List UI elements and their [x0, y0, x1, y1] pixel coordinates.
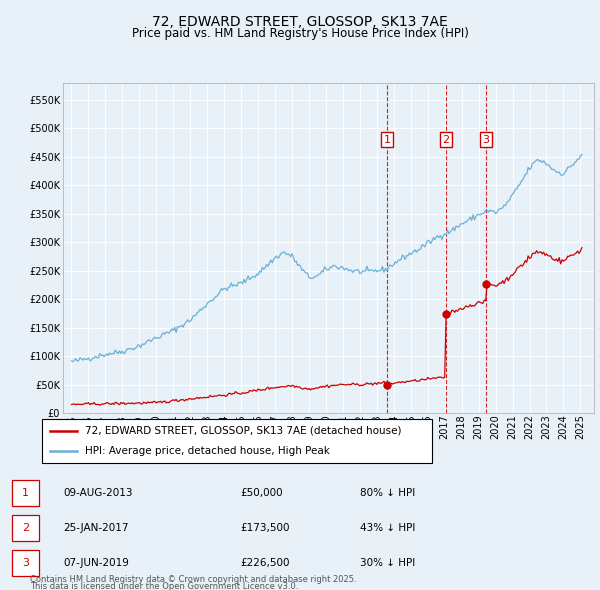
Text: 2: 2 [22, 523, 29, 533]
Text: Price paid vs. HM Land Registry's House Price Index (HPI): Price paid vs. HM Land Registry's House … [131, 27, 469, 40]
Text: 80% ↓ HPI: 80% ↓ HPI [360, 488, 415, 497]
FancyBboxPatch shape [42, 419, 432, 463]
Text: Contains HM Land Registry data © Crown copyright and database right 2025.: Contains HM Land Registry data © Crown c… [30, 575, 356, 584]
Text: 3: 3 [22, 559, 29, 568]
Text: 1: 1 [383, 135, 391, 145]
Text: 72, EDWARD STREET, GLOSSOP, SK13 7AE: 72, EDWARD STREET, GLOSSOP, SK13 7AE [152, 15, 448, 29]
Text: 43% ↓ HPI: 43% ↓ HPI [360, 523, 415, 533]
Text: £226,500: £226,500 [240, 559, 290, 568]
Text: 72, EDWARD STREET, GLOSSOP, SK13 7AE (detached house): 72, EDWARD STREET, GLOSSOP, SK13 7AE (de… [85, 426, 401, 436]
Text: 3: 3 [482, 135, 490, 145]
Text: £50,000: £50,000 [240, 488, 283, 497]
Text: 2: 2 [442, 135, 449, 145]
Text: 07-JUN-2019: 07-JUN-2019 [63, 559, 129, 568]
Text: 30% ↓ HPI: 30% ↓ HPI [360, 559, 415, 568]
Text: 25-JAN-2017: 25-JAN-2017 [63, 523, 128, 533]
Text: 1: 1 [22, 488, 29, 497]
Text: This data is licensed under the Open Government Licence v3.0.: This data is licensed under the Open Gov… [30, 582, 298, 590]
Text: £173,500: £173,500 [240, 523, 290, 533]
Text: 09-AUG-2013: 09-AUG-2013 [63, 488, 133, 497]
Text: HPI: Average price, detached house, High Peak: HPI: Average price, detached house, High… [85, 446, 330, 456]
